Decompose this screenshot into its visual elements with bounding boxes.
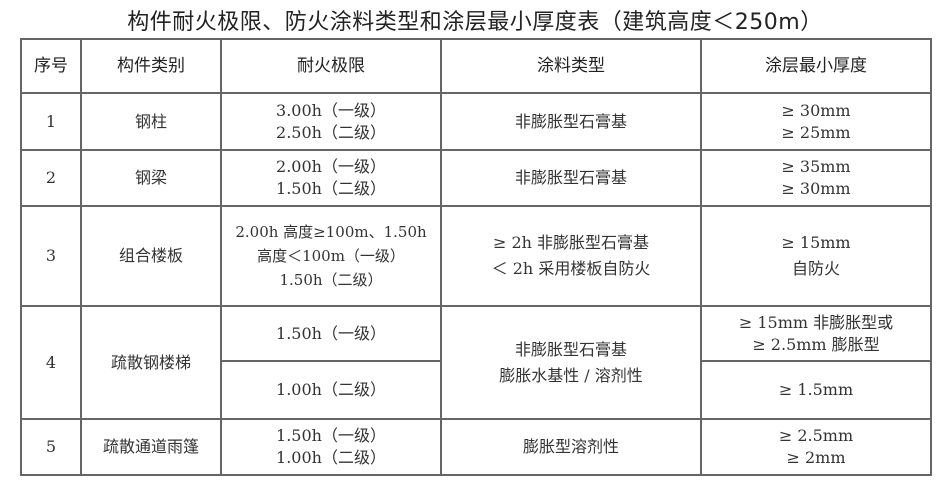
cell-component: 钢梁 bbox=[80, 149, 222, 207]
text: 自防火 bbox=[791, 259, 840, 278]
cell-fire-limit: 3.00h（一级） 2.50h（二级） bbox=[220, 92, 442, 151]
text: ≥ 35mm bbox=[781, 157, 851, 176]
header-fire-limit: 耐火极限 bbox=[220, 38, 442, 94]
text: 1.50h（二级） bbox=[279, 271, 383, 289]
fire-coating-table: 序号 构件类别 耐火极限 涂料类型 涂层最小厚度 1 钢柱 3.00h（一级） 2… bbox=[20, 38, 932, 476]
text: ≥ 2h 非膨胀型石膏基 bbox=[492, 233, 650, 252]
cell-component: 钢柱 bbox=[80, 92, 222, 151]
text: ≥ 2.5mm bbox=[778, 426, 854, 445]
text: ≥ 30mm bbox=[781, 179, 851, 198]
cell-coating: 膨胀型溶剂性 bbox=[440, 418, 702, 476]
cell-coating: 非膨胀型石膏基 bbox=[440, 92, 702, 151]
cell-fire-limit: 2.00h（一级） 1.50h（二级） bbox=[220, 149, 442, 207]
cell-fire-limit: 1.00h（二级） bbox=[220, 360, 442, 420]
header-no: 序号 bbox=[20, 38, 82, 94]
text: 1.50h（一级） bbox=[276, 323, 386, 343]
text: 非膨胀型石膏基 bbox=[514, 339, 627, 359]
header-coating: 涂料类型 bbox=[440, 38, 702, 94]
table-row: 4 疏散钢楼梯 1.50h（一级） 非膨胀型石膏基 膨胀水基性 / 溶剂性 ≥ 1… bbox=[20, 305, 932, 420]
text: 2.00h（一级） bbox=[276, 157, 386, 176]
cell-fire-limit: 1.50h（一级） bbox=[220, 305, 442, 362]
cell-no: 3 bbox=[20, 205, 82, 307]
cell-thickness: ≥ 1.5mm bbox=[700, 360, 932, 420]
cell-component: 疏散钢楼梯 bbox=[80, 305, 222, 420]
table-row: 3 组合楼板 2.00h 高度≥100m、1.50h 高度＜100m（一级） 1.5… bbox=[20, 205, 932, 307]
text: 2.00h 高度≥100m、1.50h bbox=[235, 223, 427, 241]
cell-thickness: ≥ 15mm 非膨胀型或 ≥ 2.5mm 膨胀型 bbox=[700, 305, 932, 362]
text: ＜ 2h 采用楼板自防火 bbox=[491, 259, 651, 278]
cell-no: 1 bbox=[20, 92, 82, 151]
cell-fire-limit: 2.00h 高度≥100m、1.50h 高度＜100m（一级） 1.50h（二级） bbox=[220, 205, 442, 307]
table-row: 5 疏散通道雨篷 1.50h（一级） 1.00h（二级） 膨胀型溶剂性 ≥ 2.5… bbox=[20, 418, 932, 476]
cell-coating: ≥ 2h 非膨胀型石膏基 ＜ 2h 采用楼板自防火 bbox=[440, 205, 702, 307]
text: 膨胀型溶剂性 bbox=[522, 437, 619, 456]
cell-no: 4 bbox=[20, 305, 82, 420]
text: ≥ 2.5mm 膨胀型 bbox=[752, 334, 880, 354]
text: 高度＜100m（一级） bbox=[257, 247, 405, 265]
text: 非膨胀型石膏基 bbox=[514, 168, 627, 187]
text: ≥ 1.5mm bbox=[778, 380, 854, 399]
header-row: 序号 构件类别 耐火极限 涂料类型 涂层最小厚度 bbox=[20, 38, 932, 94]
cell-thickness: ≥ 2.5mm ≥ 2mm bbox=[700, 418, 932, 476]
page-title: 构件耐火极限、防火涂料类型和涂层最小厚度表（建筑高度＜250m） bbox=[127, 10, 823, 35]
cell-coating: 非膨胀型石膏基 bbox=[440, 149, 702, 207]
text: 非膨胀型石膏基 bbox=[514, 111, 627, 131]
cell-no: 5 bbox=[20, 418, 82, 476]
text: 1.50h（一级） bbox=[276, 426, 386, 445]
cell-thickness: ≥ 35mm ≥ 30mm bbox=[700, 149, 932, 207]
cell-fire-limit: 1.50h（一级） 1.00h（二级） bbox=[220, 418, 442, 476]
cell-thickness: ≥ 30mm ≥ 25mm bbox=[700, 92, 932, 151]
text: ≥ 15mm 非膨胀型或 bbox=[738, 312, 894, 332]
header-component: 构件类别 bbox=[80, 38, 222, 94]
header-thickness: 涂层最小厚度 bbox=[700, 38, 932, 94]
cell-component: 组合楼板 bbox=[80, 205, 222, 307]
text: ≥ 25mm bbox=[781, 122, 851, 142]
table-row: 1 钢柱 3.00h（一级） 2.50h（二级） 非膨胀型石膏基 ≥ 30mm ≥ … bbox=[20, 92, 932, 151]
cell-thickness: ≥ 15mm 自防火 bbox=[700, 205, 932, 307]
text: ≥ 15mm bbox=[781, 233, 851, 252]
cell-no: 2 bbox=[20, 149, 82, 207]
text: 1.00h（二级） bbox=[276, 448, 386, 467]
text: ≥ 2mm bbox=[786, 448, 846, 467]
text: 3.00h（一级） bbox=[276, 100, 386, 120]
text: 膨胀水基性 / 溶剂性 bbox=[499, 365, 643, 385]
cell-coating: 非膨胀型石膏基 膨胀水基性 / 溶剂性 bbox=[440, 305, 702, 420]
table-row: 1.00h（二级） ≥ 1.5mm bbox=[21, 360, 932, 420]
text: 2.50h（二级） bbox=[276, 122, 386, 142]
cell-component: 疏散通道雨篷 bbox=[80, 418, 222, 476]
text: 1.50h（二级） bbox=[276, 179, 386, 198]
text: 1.00h（二级） bbox=[276, 380, 386, 399]
table-row: 2 钢梁 2.00h（一级） 1.50h（二级） 非膨胀型石膏基 ≥ 35mm ≥ … bbox=[20, 149, 932, 207]
text: ≥ 30mm bbox=[781, 100, 851, 120]
